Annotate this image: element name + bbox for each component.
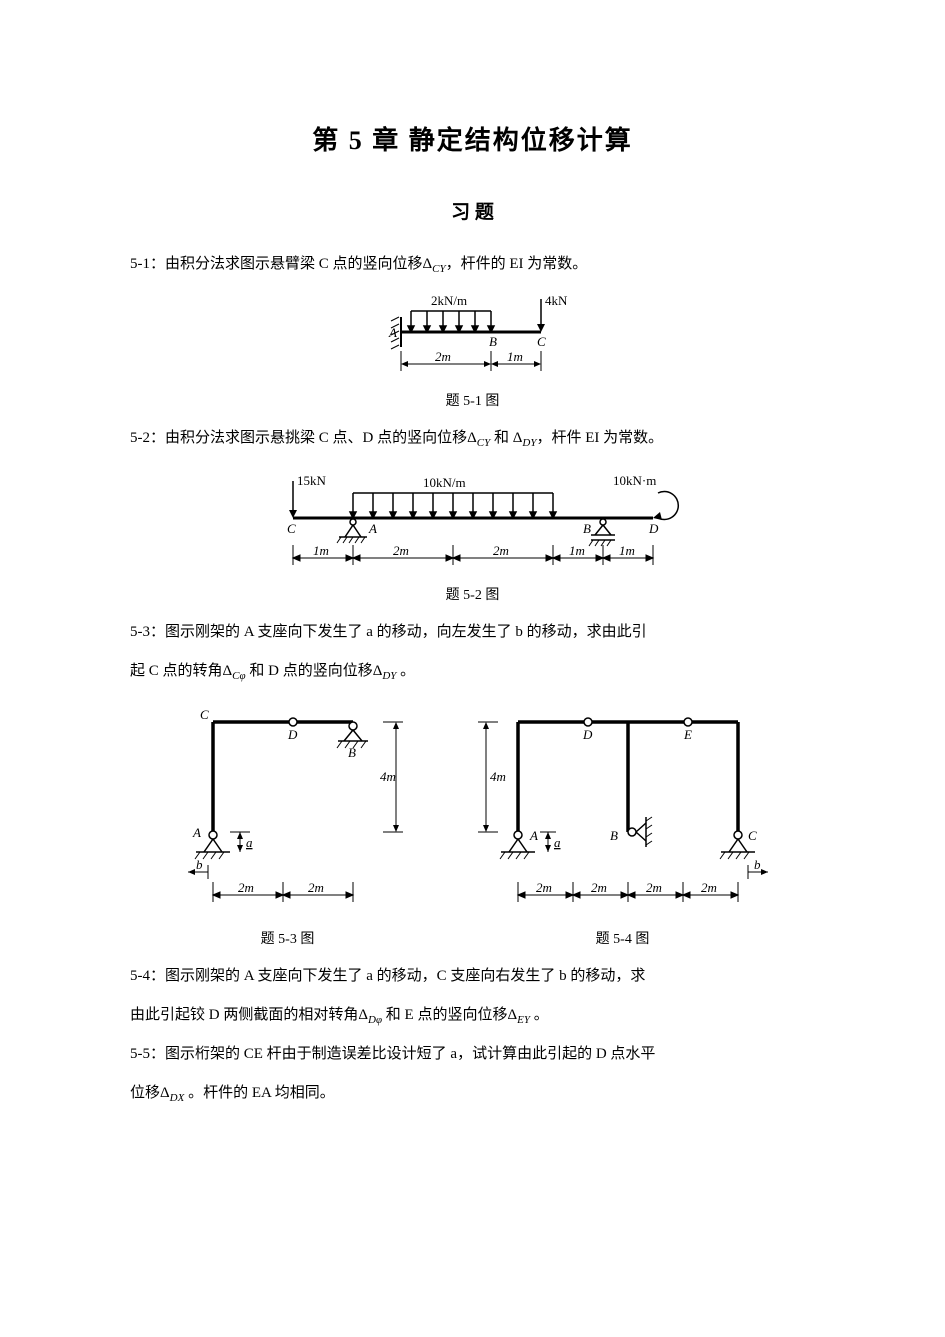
p53-d2: Δ — [373, 663, 383, 679]
p51-delta: Δ — [423, 256, 433, 272]
p52-d2: Δ — [513, 430, 523, 446]
figure-5-2: 15kN 10kN/m 10kN·m — [130, 463, 815, 604]
p54-s2: EY — [517, 1014, 530, 1026]
fig53-b: b — [196, 857, 203, 872]
fig53-svg: C D B A 4m a b — [158, 697, 418, 922]
fig53-dim1: 2m — [238, 880, 254, 895]
fig52-d1: 1m — [313, 543, 329, 558]
fig53-dim2: 2m — [308, 880, 324, 895]
p55-end: 。杆件的 EA 均相同。 — [184, 1085, 334, 1101]
fig52-d5: 1m — [619, 543, 635, 558]
fig54-B: B — [610, 828, 618, 843]
p54-l2a: 由此引起铰 D 两侧截面的相对转角 — [130, 1007, 358, 1023]
p53-end: 。 — [396, 663, 415, 679]
fig52-svg: 15kN 10kN/m 10kN·m — [263, 463, 683, 578]
p52-d1: Δ — [467, 430, 477, 446]
fig52-labD: D — [648, 521, 659, 536]
p54-s1: Dφ — [368, 1014, 382, 1026]
section-title: 习 题 — [130, 197, 815, 224]
fig54-dim4: 2m — [701, 880, 717, 895]
fig54-D: D — [582, 727, 593, 742]
p53-s2: DY — [382, 670, 396, 682]
problem-5-3-l1: 5-3：图示刚架的 A 支座向下发生了 a 的移动，向左发生了 b 的移动，求由… — [130, 616, 815, 649]
p53-s1: Cφ — [232, 670, 245, 682]
fig53-4m: 4m — [380, 769, 396, 784]
p54-end: 。 — [530, 1007, 549, 1023]
p53-d1: Δ — [223, 663, 233, 679]
fig54-dim1: 2m — [536, 880, 552, 895]
fig52-d4: 1m — [569, 543, 585, 558]
fig52-moment: 10kN·m — [613, 473, 656, 488]
fig51-dim-BC: 1m — [507, 349, 523, 364]
fig53-D: D — [287, 727, 298, 742]
fig51-dim-AB: 2m — [435, 349, 451, 364]
p55-s1: DX — [170, 1092, 185, 1104]
p55-d1: Δ — [160, 1085, 170, 1101]
fig54-dim3: 2m — [646, 880, 662, 895]
fig52-labA: A — [368, 521, 377, 536]
problem-5-4-l2: 由此引起铰 D 两侧截面的相对转角ΔDφ 和 E 点的竖向位移ΔEY 。 — [130, 999, 815, 1032]
fig51-point-load-label: 4kN — [545, 293, 568, 308]
p53-l2a: 起 C 点的转角 — [130, 663, 223, 679]
fig54-4m: 4m — [490, 769, 506, 784]
fig54-a: a — [554, 835, 561, 850]
figure-5-1: 2kN/m 4kN A B C 2m 1m 题 5-1 图 — [130, 289, 815, 410]
fig52-loadC: 15kN — [297, 473, 327, 488]
problem-5-2: 5-2：由积分法求图示悬挑梁 C 点、D 点的竖向位移ΔCY 和 ΔDY，杆件 … — [130, 422, 815, 455]
fig54-E: E — [683, 727, 692, 742]
fig52-dist-load: 10kN/m — [423, 475, 466, 490]
p52-s2: DY — [522, 437, 536, 449]
fig51-label-A: A — [388, 325, 397, 340]
p54-d1: Δ — [358, 1007, 368, 1023]
figure-5-4: D E A B C 4m a b — [458, 697, 788, 948]
fig51-svg: 2kN/m 4kN A B C 2m 1m — [373, 289, 573, 384]
caption-5-1: 题 5-1 图 — [130, 390, 815, 410]
problem-5-4-l1: 5-4：图示刚架的 A 支座向下发生了 a 的移动，C 支座向右发生了 b 的移… — [130, 960, 815, 993]
fig52-d3: 2m — [493, 543, 509, 558]
fig54-C: C — [748, 828, 757, 843]
figures-5-3-4: C D B A 4m a b — [130, 697, 815, 948]
p52-text-b: 和 — [490, 430, 513, 446]
fig53-a: a — [246, 835, 253, 850]
fig53-A: A — [192, 825, 201, 840]
fig51-label-C: C — [537, 334, 546, 349]
p53-mid: 和 D 点的竖向位移 — [246, 663, 373, 679]
fig52-d2: 2m — [393, 543, 409, 558]
p54-mid: 和 E 点的竖向位移 — [382, 1007, 507, 1023]
chapter-title: 第 5 章 静定结构位移计算 — [130, 120, 815, 157]
problem-5-1: 5-1：由积分法求图示悬臂梁 C 点的竖向位移ΔCY，杆件的 EI 为常数。 — [130, 248, 815, 281]
fig54-svg: D E A B C 4m a b — [458, 697, 788, 922]
fig52-labB: B — [583, 521, 591, 536]
fig52-labC: C — [287, 521, 296, 536]
fig54-A: A — [529, 828, 538, 843]
p52-text-c: ，杆件 EI 为常数。 — [536, 430, 663, 446]
p52-s1: CY — [477, 437, 490, 449]
p52-text-a: 5-2：由积分法求图示悬挑梁 C 点、D 点的竖向位移 — [130, 430, 467, 446]
p54-d2: Δ — [507, 1007, 517, 1023]
figure-5-3: C D B A 4m a b — [158, 697, 418, 948]
p51-text-a: 5-1：由积分法求图示悬臂梁 C 点的竖向位移 — [130, 256, 423, 272]
p51-sub: CY — [432, 263, 445, 275]
fig53-C: C — [200, 707, 209, 722]
fig51-dist-load-label: 2kN/m — [431, 293, 467, 308]
problem-5-5-l1: 5-5：图示桁架的 CE 杆由于制造误差比设计短了 a，试计算由此引起的 D 点… — [130, 1038, 815, 1071]
problem-5-5-l2: 位移ΔDX 。杆件的 EA 均相同。 — [130, 1077, 815, 1110]
fig54-b: b — [754, 857, 761, 872]
fig54-dim2: 2m — [591, 880, 607, 895]
problem-5-3-l2: 起 C 点的转角ΔCφ 和 D 点的竖向位移ΔDY 。 — [130, 655, 815, 688]
p51-text-b: ，杆件的 EI 为常数。 — [446, 256, 588, 272]
fig53-B: B — [348, 745, 356, 760]
caption-5-2: 题 5-2 图 — [130, 584, 815, 604]
page: 第 5 章 静定结构位移计算 习 题 5-1：由积分法求图示悬臂梁 C 点的竖向… — [0, 0, 945, 1337]
p55-l2a: 位移 — [130, 1085, 160, 1101]
caption-5-3: 题 5-3 图 — [158, 928, 418, 948]
fig51-label-B: B — [489, 334, 497, 349]
caption-5-4: 题 5-4 图 — [458, 928, 788, 948]
